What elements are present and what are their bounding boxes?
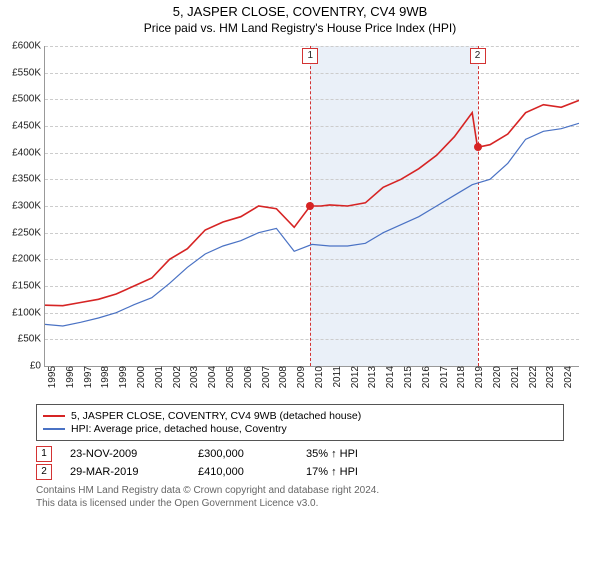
- x-tick-label: 2023: [543, 366, 556, 388]
- chart-container: 5, JASPER CLOSE, COVENTRY, CV4 9WB Price…: [0, 4, 600, 35]
- sale-detail-price: £300,000: [198, 448, 288, 460]
- legend-label-hpi: HPI: Average price, detached house, Cove…: [71, 423, 287, 435]
- x-tick-label: 2004: [205, 366, 218, 388]
- legend-row-hpi: HPI: Average price, detached house, Cove…: [43, 423, 557, 435]
- legend-label-subject: 5, JASPER CLOSE, COVENTRY, CV4 9WB (deta…: [71, 410, 361, 422]
- sale-detail-num: 1: [36, 446, 52, 462]
- x-tick-label: 2014: [383, 366, 396, 388]
- y-tick-label: £550K: [12, 67, 45, 78]
- x-tick-label: 2006: [241, 366, 254, 388]
- chart-title-address: 5, JASPER CLOSE, COVENTRY, CV4 9WB: [0, 4, 600, 19]
- footer-attribution: Contains HM Land Registry data © Crown c…: [36, 485, 564, 510]
- x-tick-label: 2010: [312, 366, 325, 388]
- footer-line2: This data is licensed under the Open Gov…: [36, 498, 564, 511]
- legend-box: 5, JASPER CLOSE, COVENTRY, CV4 9WB (deta…: [36, 404, 564, 441]
- sale-detail-row: 1 23-NOV-2009 £300,000 35% ↑ HPI: [36, 445, 564, 463]
- y-tick-label: £400K: [12, 147, 45, 158]
- x-tick-label: 2007: [259, 366, 272, 388]
- y-tick-label: £450K: [12, 121, 45, 132]
- sales-block: 1 23-NOV-2009 £300,000 35% ↑ HPI 2 29-MAR-201…: [36, 445, 564, 481]
- x-tick-label: 2011: [330, 366, 343, 388]
- sale-detail-date: 29-MAR-2019: [70, 466, 180, 478]
- title-block: 5, JASPER CLOSE, COVENTRY, CV4 9WB Price…: [0, 4, 600, 35]
- x-tick-label: 2017: [437, 366, 450, 388]
- x-tick-label: 1999: [116, 366, 129, 388]
- line-layer: [45, 46, 579, 366]
- sale-detail-date: 23-NOV-2009: [70, 448, 180, 460]
- x-tick-label: 2013: [365, 366, 378, 388]
- y-tick-label: £600K: [12, 41, 45, 52]
- x-tick-label: 2019: [472, 366, 485, 388]
- x-tick-label: 2000: [134, 366, 147, 388]
- footer-line1: Contains HM Land Registry data © Crown c…: [36, 485, 564, 498]
- legend-swatch-subject: [43, 415, 65, 417]
- chart-subtitle: Price paid vs. HM Land Registry's House …: [0, 21, 600, 35]
- sale-detail-delta: 17% ↑ HPI: [306, 466, 358, 478]
- x-tick-label: 2005: [223, 366, 236, 388]
- x-tick-label: 2002: [170, 366, 183, 388]
- x-tick-label: 2015: [401, 366, 414, 388]
- below-plot: 5, JASPER CLOSE, COVENTRY, CV4 9WB (deta…: [0, 404, 600, 510]
- y-tick-label: £350K: [12, 174, 45, 185]
- x-tick-label: 2008: [276, 366, 289, 388]
- sale-detail-row: 2 29-MAR-2019 £410,000 17% ↑ HPI: [36, 463, 564, 481]
- y-tick-label: £500K: [12, 94, 45, 105]
- y-tick-label: £250K: [12, 227, 45, 238]
- y-tick-label: £200K: [12, 254, 45, 265]
- x-tick-label: 2016: [419, 366, 432, 388]
- x-tick-label: 2001: [152, 366, 165, 388]
- x-tick-label: 2020: [490, 366, 503, 388]
- y-tick-label: £150K: [12, 281, 45, 292]
- x-tick-label: 1998: [98, 366, 111, 388]
- x-tick-label: 2003: [187, 366, 200, 388]
- y-tick-label: £100K: [12, 307, 45, 318]
- x-tick-label: 1996: [63, 366, 76, 388]
- x-tick-label: 2024: [561, 366, 574, 388]
- x-tick-label: 2021: [508, 366, 521, 388]
- sale-detail-num: 2: [36, 464, 52, 480]
- x-tick-label: 2022: [526, 366, 539, 388]
- x-tick-label: 1997: [81, 366, 94, 388]
- sale-detail-price: £410,000: [198, 466, 288, 478]
- legend-swatch-hpi: [43, 428, 65, 430]
- y-tick-label: £0: [30, 361, 45, 372]
- y-tick-label: £50K: [18, 334, 45, 345]
- legend-row-subject: 5, JASPER CLOSE, COVENTRY, CV4 9WB (deta…: [43, 410, 557, 422]
- x-tick-label: 2018: [454, 366, 467, 388]
- series-line-hpi: [45, 123, 579, 326]
- x-tick-label: 2009: [294, 366, 307, 388]
- x-tick-label: 1995: [45, 366, 58, 388]
- plot-area: £0£50K£100K£150K£200K£250K£300K£350K£400…: [44, 46, 579, 367]
- y-tick-label: £300K: [12, 201, 45, 212]
- x-tick-label: 2012: [348, 366, 361, 388]
- sale-detail-delta: 35% ↑ HPI: [306, 448, 358, 460]
- series-line-subject: [45, 100, 579, 305]
